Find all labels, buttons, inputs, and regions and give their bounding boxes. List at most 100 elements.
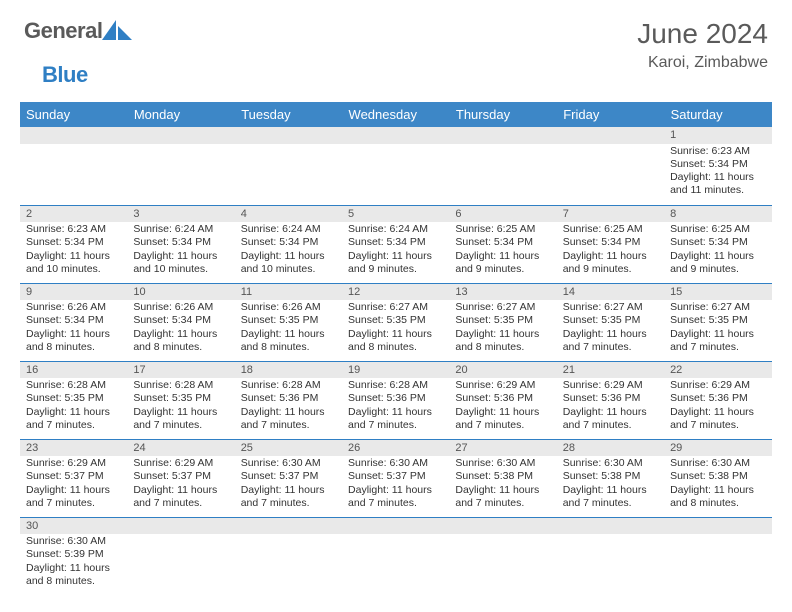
calendar-week-row: 1Sunrise: 6:23 AMSunset: 5:34 PMDaylight…: [20, 127, 772, 205]
header: General Blue June 2024 Karoi, Zimbabwe: [0, 0, 792, 96]
calendar-day-cell: [557, 127, 664, 205]
calendar-day-cell: 1Sunrise: 6:23 AMSunset: 5:34 PMDaylight…: [664, 127, 771, 205]
day-details: Sunrise: 6:30 AMSunset: 5:38 PMDaylight:…: [557, 456, 664, 513]
calendar-day-cell: [342, 517, 449, 595]
calendar-week-row: 23Sunrise: 6:29 AMSunset: 5:37 PMDayligh…: [20, 439, 772, 517]
calendar-day-cell: 17Sunrise: 6:28 AMSunset: 5:35 PMDayligh…: [127, 361, 234, 439]
day-number: 6: [449, 206, 556, 223]
day-details: Sunrise: 6:26 AMSunset: 5:34 PMDaylight:…: [127, 300, 234, 357]
day-number: 11: [235, 284, 342, 301]
calendar-day-cell: 25Sunrise: 6:30 AMSunset: 5:37 PMDayligh…: [235, 439, 342, 517]
day-number: 14: [557, 284, 664, 301]
day-number: 27: [449, 440, 556, 457]
weekday-header: Wednesday: [342, 102, 449, 127]
day-number: 17: [127, 362, 234, 379]
calendar-day-cell: 16Sunrise: 6:28 AMSunset: 5:35 PMDayligh…: [20, 361, 127, 439]
calendar-day-cell: 3Sunrise: 6:24 AMSunset: 5:34 PMDaylight…: [127, 205, 234, 283]
calendar-day-cell: 21Sunrise: 6:29 AMSunset: 5:36 PMDayligh…: [557, 361, 664, 439]
day-number: 30: [20, 518, 127, 535]
calendar-day-cell: 12Sunrise: 6:27 AMSunset: 5:35 PMDayligh…: [342, 283, 449, 361]
day-number: 4: [235, 206, 342, 223]
day-details: Sunrise: 6:27 AMSunset: 5:35 PMDaylight:…: [342, 300, 449, 357]
page-title: June 2024: [637, 18, 768, 50]
calendar-day-cell: 15Sunrise: 6:27 AMSunset: 5:35 PMDayligh…: [664, 283, 771, 361]
day-details: Sunrise: 6:30 AMSunset: 5:37 PMDaylight:…: [342, 456, 449, 513]
logo-sail-icon: [102, 20, 136, 42]
calendar-day-cell: 19Sunrise: 6:28 AMSunset: 5:36 PMDayligh…: [342, 361, 449, 439]
calendar-day-cell: 30Sunrise: 6:30 AMSunset: 5:39 PMDayligh…: [20, 517, 127, 595]
day-number: 3: [127, 206, 234, 223]
day-number: 15: [664, 284, 771, 301]
weekday-header: Sunday: [20, 102, 127, 127]
calendar-week-row: 2Sunrise: 6:23 AMSunset: 5:34 PMDaylight…: [20, 205, 772, 283]
calendar-day-cell: [449, 517, 556, 595]
day-number: 12: [342, 284, 449, 301]
day-details: Sunrise: 6:26 AMSunset: 5:34 PMDaylight:…: [20, 300, 127, 357]
day-number: 7: [557, 206, 664, 223]
day-number: 1: [664, 127, 771, 144]
calendar-day-cell: [127, 517, 234, 595]
day-number: 5: [342, 206, 449, 223]
day-number: 24: [127, 440, 234, 457]
day-details: Sunrise: 6:25 AMSunset: 5:34 PMDaylight:…: [449, 222, 556, 279]
calendar-day-cell: [20, 127, 127, 205]
calendar-week-row: 16Sunrise: 6:28 AMSunset: 5:35 PMDayligh…: [20, 361, 772, 439]
calendar-day-cell: 11Sunrise: 6:26 AMSunset: 5:35 PMDayligh…: [235, 283, 342, 361]
day-number: 25: [235, 440, 342, 457]
day-details: Sunrise: 6:30 AMSunset: 5:37 PMDaylight:…: [235, 456, 342, 513]
day-number: 9: [20, 284, 127, 301]
calendar-week-row: 30Sunrise: 6:30 AMSunset: 5:39 PMDayligh…: [20, 517, 772, 595]
calendar-day-cell: 6Sunrise: 6:25 AMSunset: 5:34 PMDaylight…: [449, 205, 556, 283]
weekday-header: Saturday: [664, 102, 771, 127]
day-number: 16: [20, 362, 127, 379]
location-label: Karoi, Zimbabwe: [637, 54, 768, 72]
weekday-header: Friday: [557, 102, 664, 127]
calendar-day-cell: 26Sunrise: 6:30 AMSunset: 5:37 PMDayligh…: [342, 439, 449, 517]
calendar-day-cell: [664, 517, 771, 595]
day-number: 10: [127, 284, 234, 301]
weekday-header-row: Sunday Monday Tuesday Wednesday Thursday…: [20, 102, 772, 127]
day-details: Sunrise: 6:28 AMSunset: 5:35 PMDaylight:…: [20, 378, 127, 435]
day-number: 20: [449, 362, 556, 379]
calendar-day-cell: 28Sunrise: 6:30 AMSunset: 5:38 PMDayligh…: [557, 439, 664, 517]
calendar-day-cell: 18Sunrise: 6:28 AMSunset: 5:36 PMDayligh…: [235, 361, 342, 439]
calendar-day-cell: 29Sunrise: 6:30 AMSunset: 5:38 PMDayligh…: [664, 439, 771, 517]
day-details: Sunrise: 6:23 AMSunset: 5:34 PMDaylight:…: [664, 144, 771, 201]
day-details: Sunrise: 6:29 AMSunset: 5:36 PMDaylight:…: [449, 378, 556, 435]
weekday-header: Monday: [127, 102, 234, 127]
day-details: Sunrise: 6:30 AMSunset: 5:38 PMDaylight:…: [664, 456, 771, 513]
calendar-day-cell: 10Sunrise: 6:26 AMSunset: 5:34 PMDayligh…: [127, 283, 234, 361]
calendar-day-cell: [449, 127, 556, 205]
day-details: Sunrise: 6:27 AMSunset: 5:35 PMDaylight:…: [557, 300, 664, 357]
calendar-day-cell: 4Sunrise: 6:24 AMSunset: 5:34 PMDaylight…: [235, 205, 342, 283]
day-details: Sunrise: 6:29 AMSunset: 5:36 PMDaylight:…: [557, 378, 664, 435]
day-details: Sunrise: 6:29 AMSunset: 5:36 PMDaylight:…: [664, 378, 771, 435]
weekday-header: Tuesday: [235, 102, 342, 127]
calendar-day-cell: 8Sunrise: 6:25 AMSunset: 5:34 PMDaylight…: [664, 205, 771, 283]
day-number: 22: [664, 362, 771, 379]
day-number: 26: [342, 440, 449, 457]
day-details: Sunrise: 6:30 AMSunset: 5:38 PMDaylight:…: [449, 456, 556, 513]
day-details: Sunrise: 6:27 AMSunset: 5:35 PMDaylight:…: [664, 300, 771, 357]
calendar-day-cell: 14Sunrise: 6:27 AMSunset: 5:35 PMDayligh…: [557, 283, 664, 361]
logo: General Blue: [24, 18, 102, 88]
day-details: Sunrise: 6:23 AMSunset: 5:34 PMDaylight:…: [20, 222, 127, 279]
calendar-day-cell: 2Sunrise: 6:23 AMSunset: 5:34 PMDaylight…: [20, 205, 127, 283]
day-number: 23: [20, 440, 127, 457]
day-details: Sunrise: 6:25 AMSunset: 5:34 PMDaylight:…: [664, 222, 771, 279]
day-details: Sunrise: 6:29 AMSunset: 5:37 PMDaylight:…: [20, 456, 127, 513]
day-details: Sunrise: 6:28 AMSunset: 5:35 PMDaylight:…: [127, 378, 234, 435]
day-details: Sunrise: 6:29 AMSunset: 5:37 PMDaylight:…: [127, 456, 234, 513]
title-block: June 2024 Karoi, Zimbabwe: [637, 18, 768, 72]
calendar-day-cell: 5Sunrise: 6:24 AMSunset: 5:34 PMDaylight…: [342, 205, 449, 283]
calendar-day-cell: 20Sunrise: 6:29 AMSunset: 5:36 PMDayligh…: [449, 361, 556, 439]
calendar-day-cell: [557, 517, 664, 595]
calendar-day-cell: [235, 517, 342, 595]
calendar-day-cell: [235, 127, 342, 205]
day-number: 8: [664, 206, 771, 223]
day-number: 2: [20, 206, 127, 223]
day-details: Sunrise: 6:24 AMSunset: 5:34 PMDaylight:…: [127, 222, 234, 279]
day-number: 29: [664, 440, 771, 457]
day-details: Sunrise: 6:24 AMSunset: 5:34 PMDaylight:…: [342, 222, 449, 279]
logo-text-general: General: [24, 18, 102, 43]
